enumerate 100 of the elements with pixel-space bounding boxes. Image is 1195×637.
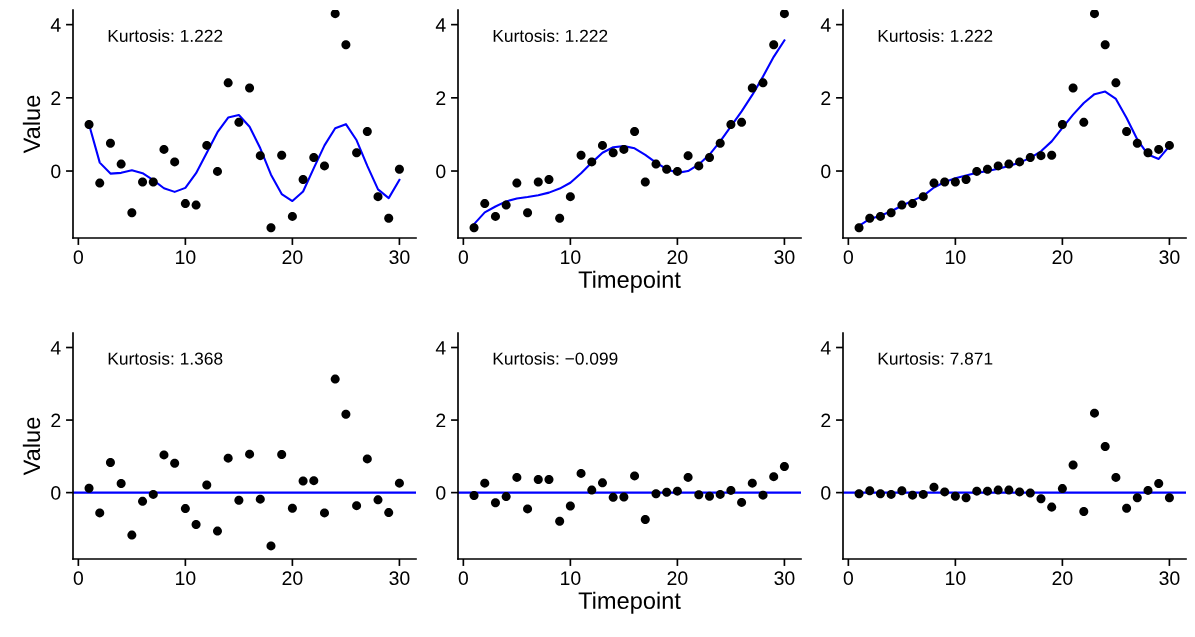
x-tick-label: 20 (282, 571, 303, 586)
point (341, 409, 351, 419)
point (298, 174, 308, 184)
x-tick-label: 0 (843, 250, 853, 265)
point (148, 177, 158, 187)
point (597, 478, 607, 488)
point (1004, 485, 1014, 495)
point (726, 120, 736, 130)
point (320, 508, 329, 518)
point (630, 471, 640, 481)
point (737, 497, 747, 507)
point (854, 489, 864, 499)
point (245, 449, 255, 459)
point (1164, 493, 1174, 503)
point (758, 490, 768, 500)
point (1090, 408, 1099, 418)
x-tick-label: 10 (176, 250, 196, 265)
x-tick-label: 20 (667, 571, 688, 586)
point (1132, 138, 1142, 148)
point (1090, 10, 1099, 19)
point (875, 211, 885, 221)
point (384, 508, 394, 518)
point (266, 541, 276, 551)
point (255, 494, 265, 504)
point (694, 490, 704, 500)
x-tick-label: 30 (774, 250, 795, 265)
point (726, 485, 736, 495)
point (255, 151, 265, 161)
point (587, 157, 597, 167)
annotation: Kurtosis: 1.368 (108, 352, 223, 365)
point (875, 489, 885, 499)
point (705, 152, 714, 162)
y-tick-label: 4 (435, 341, 446, 355)
x-tick-label: 0 (843, 571, 853, 586)
point (202, 480, 212, 490)
point (972, 166, 982, 176)
point (148, 489, 158, 499)
point (886, 208, 896, 218)
point (1154, 144, 1164, 154)
point (1143, 485, 1153, 495)
point (555, 213, 565, 223)
point (651, 159, 661, 169)
point (908, 490, 918, 500)
y-tick-label: 2 (436, 91, 446, 105)
x-axis-title: Timepoint (578, 270, 681, 293)
x-tick-label: 30 (389, 571, 410, 586)
point (715, 489, 725, 499)
point (854, 223, 864, 233)
point (1100, 40, 1110, 50)
point (940, 177, 950, 187)
point (982, 486, 992, 496)
point (501, 200, 511, 210)
point (886, 489, 896, 499)
x-tick-label: 30 (1159, 250, 1180, 265)
point (1015, 157, 1025, 167)
point (587, 485, 597, 495)
point (523, 504, 533, 514)
point (1036, 494, 1046, 504)
point (1057, 120, 1067, 130)
point (758, 78, 768, 88)
point (1068, 83, 1078, 93)
point (84, 483, 94, 493)
point (277, 150, 287, 160)
point (480, 199, 490, 209)
point (993, 161, 1003, 171)
y-tick-label: 0 (51, 486, 61, 500)
point (908, 199, 918, 209)
point (116, 479, 126, 489)
point (341, 40, 351, 50)
point (1004, 159, 1014, 169)
point (394, 164, 404, 174)
point (1122, 503, 1132, 513)
point (373, 495, 383, 505)
point (1015, 487, 1025, 497)
point (544, 174, 554, 184)
point (1047, 150, 1057, 160)
y-tick-label: 2 (821, 413, 831, 428)
point (897, 486, 907, 496)
point (694, 161, 704, 171)
point (180, 199, 190, 209)
point (672, 486, 682, 496)
point (1036, 151, 1046, 161)
annotation: Kurtosis: 1.222 (493, 29, 608, 43)
point (961, 493, 971, 503)
point (469, 223, 479, 233)
point (865, 486, 875, 496)
point (769, 472, 779, 482)
point (362, 127, 372, 136)
point (501, 492, 511, 502)
point (715, 138, 725, 148)
point (662, 487, 672, 497)
point (662, 164, 672, 174)
point (202, 140, 212, 150)
x-tick-label: 20 (1052, 250, 1073, 265)
point (1047, 502, 1057, 512)
y-tick-label: 2 (51, 91, 61, 105)
point (683, 151, 693, 161)
y-tick-label: 0 (821, 486, 831, 500)
point (394, 478, 404, 488)
point (619, 144, 629, 154)
